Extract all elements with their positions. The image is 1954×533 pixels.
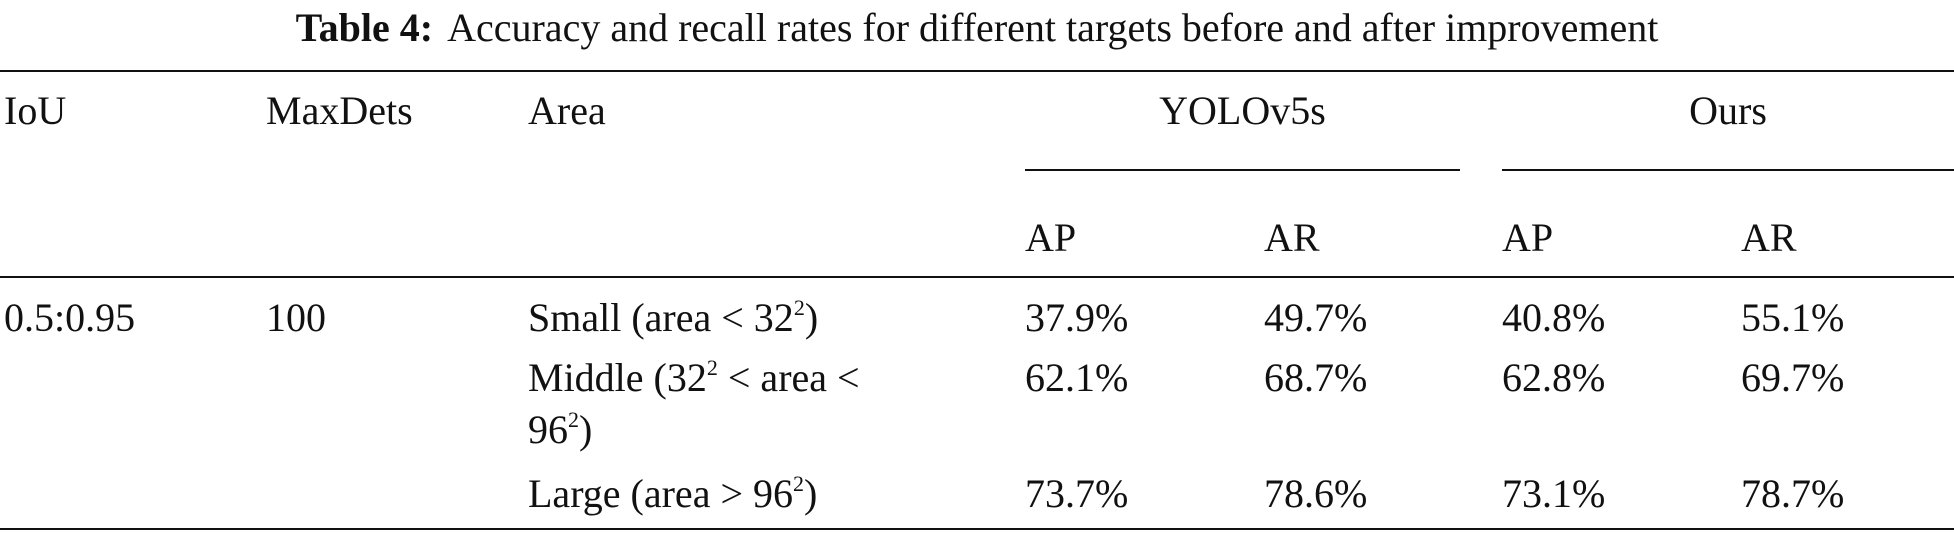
group-rule-yolov5s	[1025, 169, 1460, 171]
header-area: Area	[528, 88, 606, 133]
cell-large-yolov5s-ar: 78.6%	[1264, 471, 1368, 516]
header-iou: IoU	[4, 88, 67, 133]
header-group-yolov5s: YOLOv5s	[1159, 88, 1326, 133]
header-ours-ap: AP	[1502, 215, 1554, 260]
cell-middle-ours-ap: 62.8%	[1502, 355, 1606, 400]
cell-large-yolov5s-ap: 73.7%	[1025, 471, 1129, 516]
table-caption: Table 4: Accuracy and recall rates for di…	[0, 6, 1954, 50]
header-yolov5s-ar: AR	[1264, 215, 1320, 260]
cell-large-ours-ar: 78.7%	[1741, 471, 1845, 516]
cell-middle-ours-ar: 69.7%	[1741, 355, 1845, 400]
header-group-ours: Ours	[1689, 88, 1767, 133]
cell-small-yolov5s-ar: 49.7%	[1264, 295, 1368, 340]
cell-middle-yolov5s-ar: 68.7%	[1264, 355, 1368, 400]
top-rule	[0, 70, 1954, 72]
cell-area-small: Small (area < 322)	[528, 294, 819, 340]
cell-small-ours-ap: 40.8%	[1502, 295, 1606, 340]
cell-middle-yolov5s-ap: 62.1%	[1025, 355, 1129, 400]
header-yolov5s-ap: AP	[1025, 215, 1077, 260]
cell-area-middle-line1: Middle (322 < area <	[528, 354, 860, 400]
cell-area-large: Large (area > 962)	[528, 470, 818, 516]
cell-small-yolov5s-ap: 37.9%	[1025, 295, 1129, 340]
cell-small-ours-ar: 55.1%	[1741, 295, 1845, 340]
cell-iou: 0.5:0.95	[4, 295, 136, 340]
caption-text: Accuracy and recall rates for different …	[447, 5, 1659, 50]
cell-maxdets: 100	[266, 295, 326, 340]
caption-label: Table 4:	[295, 5, 434, 50]
header-maxdets: MaxDets	[266, 88, 413, 133]
cell-area-middle-line2: 962)	[528, 406, 593, 452]
header-rule	[0, 276, 1954, 278]
header-ours-ar: AR	[1741, 215, 1797, 260]
group-rule-ours	[1502, 169, 1954, 171]
cell-large-ours-ap: 73.1%	[1502, 471, 1606, 516]
bottom-rule	[0, 528, 1954, 530]
